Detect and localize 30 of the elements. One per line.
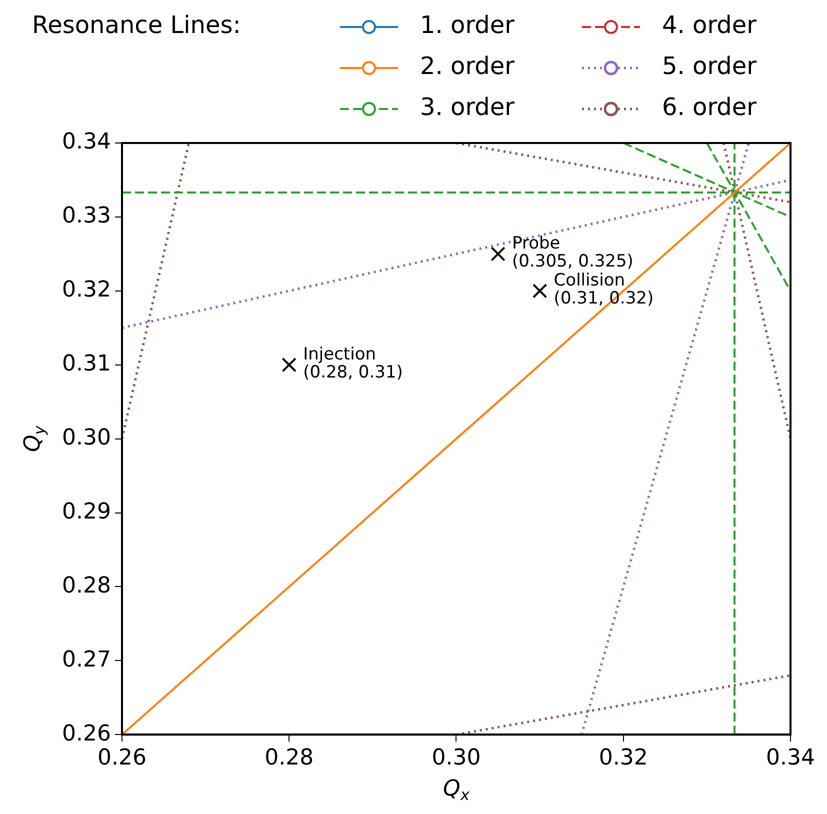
legend-label: 6. order <box>662 93 757 122</box>
y-tick-label: 0.34 <box>62 130 111 155</box>
legend-title: Resonance Lines: <box>32 11 241 40</box>
y-tick-label: 0.28 <box>62 573 111 598</box>
x-tick-label: 0.34 <box>766 746 815 771</box>
point <box>282 357 296 372</box>
legend-label: 3. order <box>420 93 515 122</box>
x-tick-label: 0.32 <box>598 746 648 771</box>
legend-label: 5. order <box>662 52 757 80</box>
x-tick-label: 0.28 <box>264 746 314 771</box>
y-tick-label: 0.31 <box>62 352 111 377</box>
y-tick-label: 0.33 <box>62 204 111 229</box>
x-tick-label: 0.30 <box>432 746 481 771</box>
y-tick-label: 0.26 <box>62 721 111 746</box>
x-tick-label: 0.26 <box>97 746 146 771</box>
y-tick-label: 0.30 <box>62 426 111 451</box>
y-tick-label: 0.32 <box>62 278 111 303</box>
point <box>490 246 506 262</box>
legend-label: 1. order <box>420 11 515 40</box>
y-tick-label: 0.29 <box>62 499 111 524</box>
annotation: Injection <box>303 344 376 364</box>
annotation: Collision <box>554 270 626 290</box>
legend-label: 4. order <box>662 11 757 40</box>
annotation: (0.28, 0.31) <box>303 362 403 382</box>
annotation: (0.305, 0.325) <box>512 251 634 272</box>
point <box>532 284 548 298</box>
y-tick-label: 0.27 <box>62 647 111 672</box>
y-axis-title: Qy <box>20 424 49 452</box>
annotation: Probe <box>512 233 560 254</box>
legend-label: 2. order <box>420 52 515 80</box>
